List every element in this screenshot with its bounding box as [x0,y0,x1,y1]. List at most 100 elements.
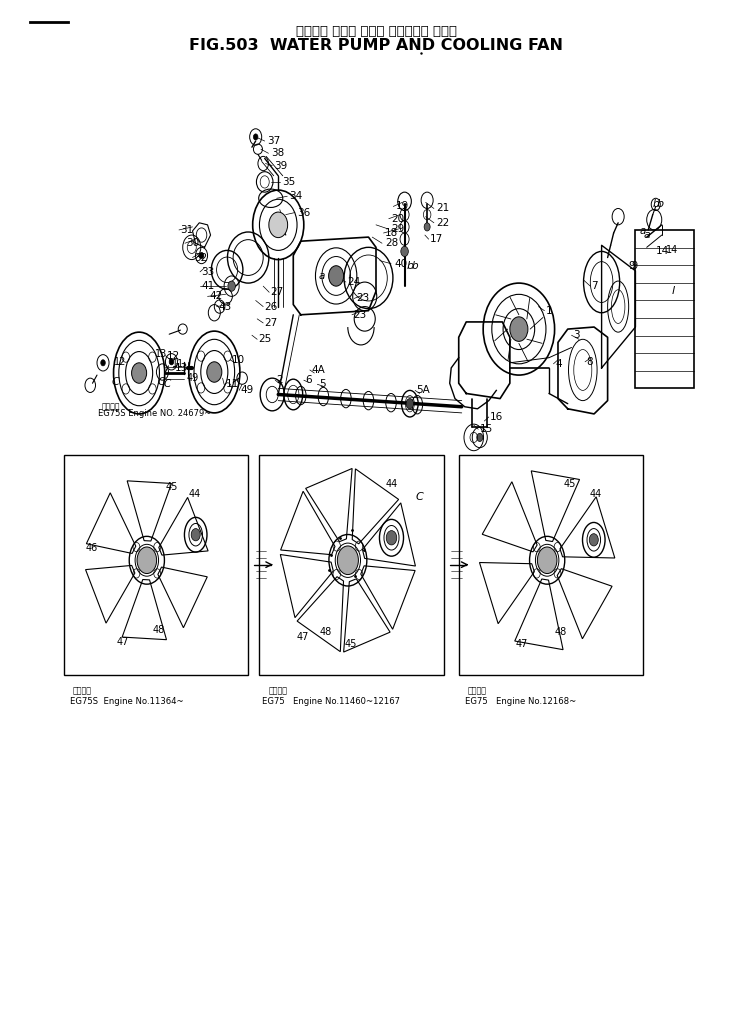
Text: 45: 45 [564,478,576,489]
Text: 7: 7 [591,281,598,291]
Circle shape [101,360,105,366]
Circle shape [228,281,235,291]
Text: 8: 8 [587,357,593,367]
Text: a: a [639,226,645,236]
Text: 28: 28 [385,238,399,248]
Text: 適用号機: 適用号機 [268,687,287,695]
Text: EG75   Engine No.11460~12167: EG75 Engine No.11460~12167 [262,697,401,705]
Text: 4: 4 [555,359,562,369]
Circle shape [137,547,156,573]
Text: EG75S Engine NO. 24679~: EG75S Engine NO. 24679~ [98,410,211,418]
Text: a: a [643,230,650,240]
Text: 48: 48 [153,624,165,635]
Text: 17: 17 [430,234,444,244]
Circle shape [132,363,147,383]
Circle shape [477,433,483,442]
Text: 45: 45 [344,639,356,649]
Bar [459,455,643,675]
Circle shape [169,359,174,365]
Text: 3: 3 [573,330,580,340]
Text: 47: 47 [516,639,528,649]
Text: 13: 13 [155,349,167,359]
Text: 25: 25 [259,334,272,344]
Text: 12: 12 [114,357,126,367]
Text: 14: 14 [666,245,678,256]
Ellipse shape [269,213,287,237]
Text: 29: 29 [391,224,405,234]
Text: 14: 14 [656,246,669,257]
Text: 1: 1 [546,306,553,316]
Text: 10: 10 [232,355,244,365]
Text: 9: 9 [629,261,635,271]
Text: 適用号機: 適用号機 [73,687,92,695]
Circle shape [199,252,204,259]
Text: 47: 47 [297,632,309,642]
Circle shape [510,317,528,341]
Text: C: C [164,379,171,389]
Text: 21: 21 [436,203,450,214]
Text: 40: 40 [394,259,407,269]
Text: FIG.503  WATER PUMP AND COOLING FAN: FIG.503 WATER PUMP AND COOLING FAN [189,38,563,53]
Text: 4A: 4A [311,365,325,375]
Text: a: a [319,271,325,281]
Text: l: l [672,286,675,296]
Circle shape [191,528,200,541]
Text: 11: 11 [226,379,239,389]
Text: 24: 24 [347,277,361,287]
Text: EG75S  Engine No.11364~: EG75S Engine No.11364~ [70,697,183,705]
Text: 49: 49 [241,385,254,396]
Circle shape [424,223,430,231]
Text: 27: 27 [265,318,278,328]
Text: 33: 33 [202,267,215,277]
Text: 31: 31 [180,225,194,235]
Text: b: b [653,199,660,210]
Text: 26: 26 [265,301,278,312]
Circle shape [253,134,258,140]
Circle shape [207,362,222,382]
Text: 27: 27 [271,287,284,297]
Text: 13: 13 [174,363,188,373]
Text: ウォータ ポンプ および クーリング ファン: ウォータ ポンプ および クーリング ファン [296,25,456,38]
Text: 44: 44 [386,478,398,489]
Text: C: C [111,377,119,387]
Text: C: C [158,377,165,387]
Text: 20: 20 [391,214,404,224]
Text: 22: 22 [436,218,450,228]
Text: 18: 18 [385,228,399,238]
Text: 5: 5 [319,379,326,389]
Text: EG75   Engine No.12168~: EG75 Engine No.12168~ [465,697,576,705]
Text: 37: 37 [267,136,280,146]
Text: 23: 23 [353,310,367,320]
Text: 47: 47 [117,637,129,647]
Text: 43: 43 [218,301,232,312]
Text: 12: 12 [167,351,180,361]
Text: 30: 30 [186,238,199,248]
Text: 45: 45 [165,481,178,492]
Text: 32: 32 [194,252,208,263]
Text: 6: 6 [305,375,312,385]
Text: 9: 9 [632,261,638,271]
Text: 2: 2 [277,375,284,385]
Text: 19: 19 [396,201,409,212]
Text: 41: 41 [202,281,215,291]
Text: 39: 39 [274,160,288,171]
Text: b: b [656,199,664,210]
Text: 38: 38 [271,148,284,158]
Text: 適用号機: 適用号機 [102,403,120,411]
Text: 42: 42 [209,291,223,301]
Text: 48: 48 [555,626,567,637]
Text: 23: 23 [356,293,370,304]
Text: b: b [406,261,414,271]
Text: 48: 48 [320,626,332,637]
Circle shape [406,399,414,409]
Text: C: C [416,492,423,502]
Text: 44: 44 [188,489,201,499]
Text: 35: 35 [282,177,296,187]
Text: b: b [412,261,419,271]
Circle shape [329,266,344,286]
Text: 49: 49 [186,373,199,383]
Circle shape [401,246,408,257]
Bar [259,455,444,675]
Circle shape [338,546,359,574]
Text: 11: 11 [171,359,183,369]
